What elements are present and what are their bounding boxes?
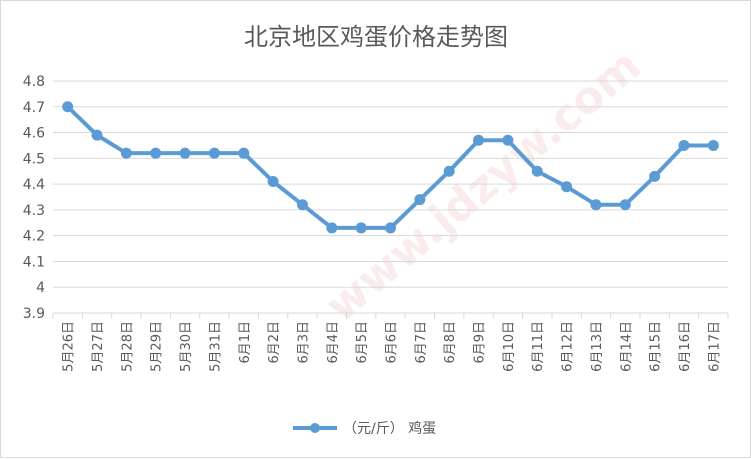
data-point [326, 222, 338, 234]
data-point [561, 181, 573, 193]
x-tick-label: 6月2日 [267, 321, 282, 364]
y-tick-label: 4.8 [23, 74, 45, 90]
x-tick-label: 5月28日 [120, 321, 135, 372]
data-point [531, 165, 543, 177]
x-tick-label: 6月12日 [561, 321, 576, 372]
data-point [385, 222, 396, 234]
y-tick-label: 4.5 [23, 151, 45, 167]
x-tick-label: 6月10日 [502, 321, 517, 372]
legend-dot-marker [310, 423, 320, 433]
data-point [355, 222, 367, 234]
x-tick-label: 6月8日 [443, 321, 458, 364]
legend-series-label: （元/斤） 鸡蛋 [343, 420, 436, 437]
x-tick-label: 6月17日 [707, 321, 722, 372]
x-tick-label: 6月6日 [385, 321, 400, 364]
data-point [649, 170, 661, 182]
data-point [62, 101, 74, 113]
watermark-logo: www.jdzyw.com [316, 40, 650, 332]
legend: （元/斤） 鸡蛋 [293, 420, 436, 437]
x-tick-label: 6月15日 [649, 321, 664, 372]
x-tick-label: 5月29日 [150, 321, 165, 372]
x-tick-label: 5月30日 [179, 321, 194, 372]
y-axis-ticks: 3.9 4 4.1 4.2 4.3 4.4 4.5 4.6 4.7 4.8 [23, 74, 45, 322]
gridlines [52, 80, 729, 319]
x-tick-label: 6月1日 [238, 321, 253, 364]
x-tick-label: 6月3日 [296, 321, 311, 364]
x-tick-label: 6月9日 [473, 321, 488, 364]
x-tick-label: 5月26日 [62, 321, 77, 372]
data-point [296, 199, 308, 211]
x-tick-label: 6月11日 [531, 321, 546, 372]
y-tick-label: 4.2 [23, 229, 45, 245]
data-point [619, 199, 631, 211]
data-point [267, 176, 279, 188]
x-tick-label: 6月16日 [678, 321, 693, 372]
y-tick-label: 4.4 [23, 177, 45, 193]
x-tick-label: 6月14日 [619, 321, 634, 372]
series-layer [62, 101, 719, 234]
x-tick-label: 6月5日 [355, 321, 370, 364]
x-tick-label: 6月7日 [414, 321, 429, 364]
data-point [502, 134, 514, 146]
x-axis-ticks: 5月26日 5月27日 5月28日 5月29日 5月30日 5月31日 6月1日 6月2日 6月… [62, 321, 723, 372]
data-point [150, 147, 162, 159]
data-point [208, 147, 220, 159]
x-tick-label: 5月31日 [208, 321, 223, 372]
y-tick-label: 4 [36, 280, 45, 296]
data-point [91, 129, 103, 141]
y-tick-label: 4.6 [23, 126, 45, 142]
data-point [707, 139, 719, 151]
x-tick-label: 6月4日 [326, 321, 341, 364]
x-tick-label: 6月13日 [590, 321, 605, 372]
data-point [678, 139, 690, 151]
data-point [443, 165, 455, 177]
y-tick-label: 4.3 [23, 203, 45, 219]
data-point [473, 134, 485, 146]
svg-text:www.jdzyw.com: www.jdzyw.com [316, 40, 650, 332]
data-point [120, 147, 132, 159]
y-tick-label: 4.1 [23, 254, 45, 270]
data-point [414, 194, 426, 206]
y-tick-label: 4.7 [23, 100, 45, 116]
data-point [238, 147, 250, 159]
x-tick-label: 5月27日 [91, 321, 106, 372]
data-point [590, 199, 602, 211]
data-point [179, 147, 191, 159]
chart-title: 北京地区鸡蛋价格走势图 [244, 23, 508, 51]
y-tick-label: 3.9 [23, 306, 45, 322]
